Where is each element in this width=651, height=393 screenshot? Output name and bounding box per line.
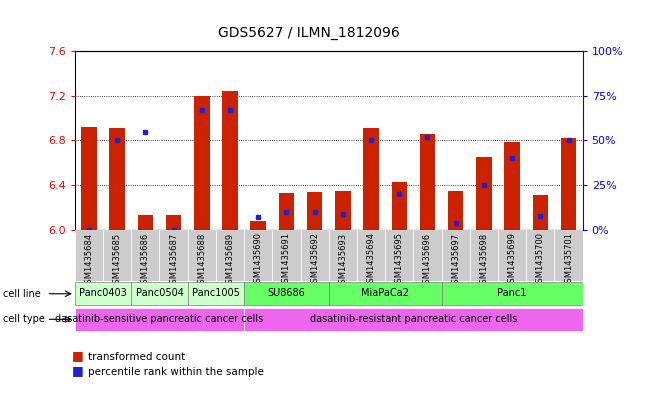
Bar — [335, 191, 351, 230]
Bar — [279, 193, 294, 230]
Bar — [505, 141, 520, 230]
Bar — [216, 230, 244, 281]
Bar — [75, 308, 244, 331]
Text: cell line: cell line — [3, 289, 41, 299]
Text: GDS5627 / ILMN_1812096: GDS5627 / ILMN_1812096 — [218, 26, 400, 40]
Bar — [385, 230, 413, 281]
Text: GSM1435684: GSM1435684 — [85, 232, 94, 288]
Text: GSM1435693: GSM1435693 — [339, 232, 348, 288]
Bar — [132, 282, 187, 305]
Text: SU8686: SU8686 — [268, 288, 305, 298]
Text: dasatinib-resistant pancreatic cancer cells: dasatinib-resistant pancreatic cancer ce… — [310, 314, 517, 324]
Bar — [476, 157, 492, 230]
Bar — [187, 230, 216, 281]
Bar — [75, 230, 103, 281]
Text: percentile rank within the sample: percentile rank within the sample — [88, 367, 264, 377]
Text: GSM1435697: GSM1435697 — [451, 232, 460, 288]
Bar — [555, 230, 583, 281]
Text: Panc0504: Panc0504 — [135, 288, 184, 298]
Text: GSM1435698: GSM1435698 — [479, 232, 488, 288]
Bar — [137, 215, 153, 230]
Bar — [132, 230, 159, 281]
Text: GSM1435696: GSM1435696 — [423, 232, 432, 288]
Bar — [533, 195, 548, 230]
Text: GSM1435686: GSM1435686 — [141, 232, 150, 289]
Text: GSM1435694: GSM1435694 — [367, 232, 376, 288]
Bar — [103, 230, 132, 281]
Bar — [470, 230, 498, 281]
Bar — [498, 230, 526, 281]
Bar — [244, 230, 272, 281]
Text: Panc1005: Panc1005 — [192, 288, 240, 298]
Text: GSM1435690: GSM1435690 — [254, 232, 263, 288]
Bar — [81, 127, 97, 230]
Text: GSM1435700: GSM1435700 — [536, 232, 545, 288]
Text: ■: ■ — [72, 364, 83, 377]
Bar — [159, 230, 187, 281]
Text: GSM1435699: GSM1435699 — [508, 232, 517, 288]
Bar — [222, 91, 238, 230]
Bar — [448, 191, 464, 230]
Text: dasatinib-sensitive pancreatic cancer cells: dasatinib-sensitive pancreatic cancer ce… — [55, 314, 264, 324]
Bar — [441, 282, 583, 305]
Bar — [251, 221, 266, 230]
Bar — [244, 282, 329, 305]
Bar — [272, 230, 301, 281]
Text: GSM1435695: GSM1435695 — [395, 232, 404, 288]
Bar — [441, 230, 470, 281]
Text: GSM1435691: GSM1435691 — [282, 232, 291, 288]
Bar — [413, 230, 441, 281]
Bar — [329, 282, 441, 305]
Bar — [561, 138, 576, 230]
Text: ■: ■ — [72, 349, 83, 362]
Bar — [391, 182, 407, 230]
Text: GSM1435689: GSM1435689 — [225, 232, 234, 288]
Bar — [187, 282, 244, 305]
Text: GSM1435685: GSM1435685 — [113, 232, 122, 288]
Bar — [194, 96, 210, 230]
Text: GSM1435701: GSM1435701 — [564, 232, 573, 288]
Bar — [526, 230, 555, 281]
Bar — [75, 282, 132, 305]
Bar — [307, 192, 322, 230]
Bar — [357, 230, 385, 281]
Text: GSM1435687: GSM1435687 — [169, 232, 178, 289]
Text: transformed count: transformed count — [88, 352, 185, 362]
Text: GSM1435688: GSM1435688 — [197, 232, 206, 289]
Bar — [166, 215, 182, 230]
Text: MiaPaCa2: MiaPaCa2 — [361, 288, 409, 298]
Bar — [420, 134, 436, 230]
Bar — [329, 230, 357, 281]
Bar — [244, 308, 583, 331]
Bar — [109, 128, 125, 230]
Text: Panc1: Panc1 — [497, 288, 527, 298]
Text: GSM1435692: GSM1435692 — [310, 232, 319, 288]
Text: Panc0403: Panc0403 — [79, 288, 127, 298]
Text: cell type: cell type — [3, 314, 45, 324]
Bar — [301, 230, 329, 281]
Bar — [363, 128, 379, 230]
